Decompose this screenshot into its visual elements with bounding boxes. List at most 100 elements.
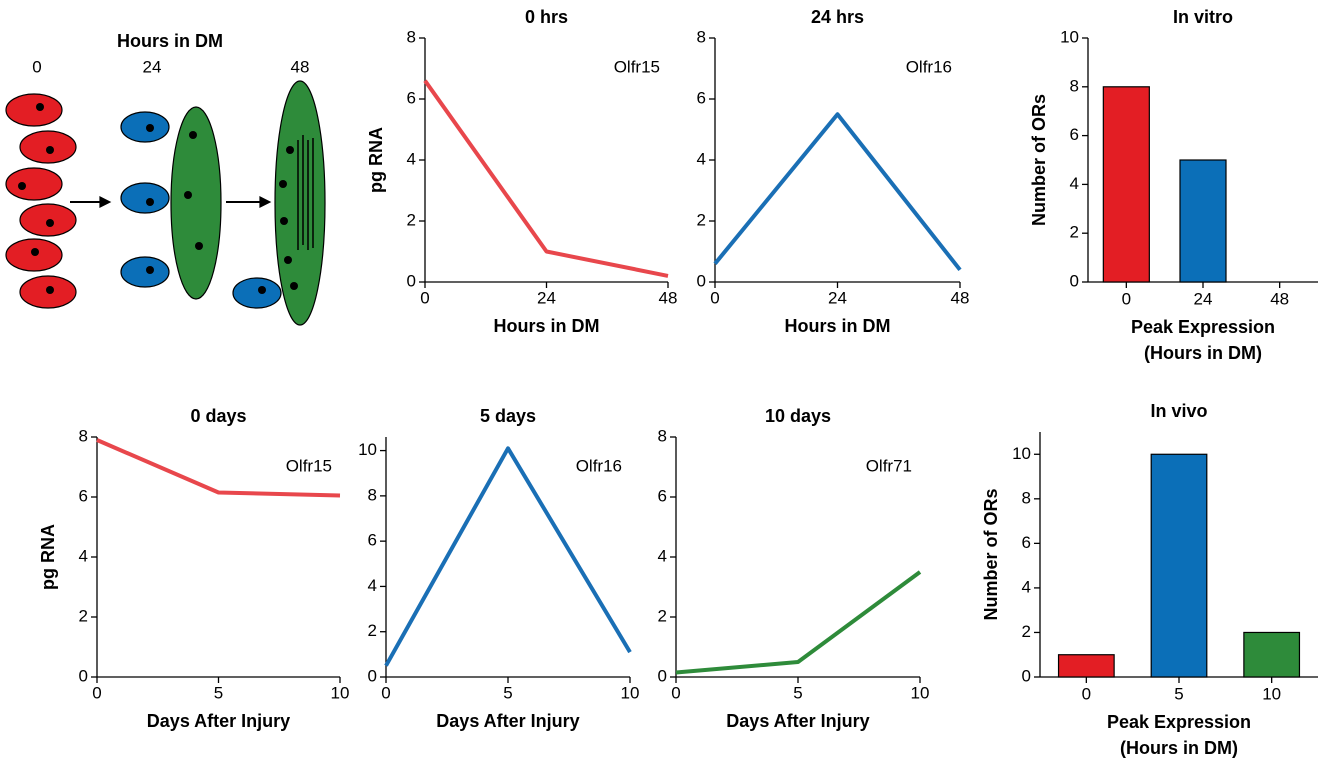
y-tick-label: 0: [1070, 271, 1079, 290]
diagram-label: 48: [291, 57, 310, 76]
data-line: [676, 572, 920, 673]
y-axis-label: pg RNA: [38, 524, 58, 590]
y-tick-label: 8: [1070, 76, 1079, 95]
x-tick-label: 0: [671, 683, 680, 702]
y-tick-label: 4: [407, 149, 416, 168]
y-tick-label: 0: [1022, 666, 1031, 685]
x-axis-label: (Hours in DM): [1144, 343, 1262, 363]
y-tick-label: 6: [1070, 125, 1079, 144]
y-tick-label: 0: [407, 271, 416, 290]
series-label: Olfr71: [866, 456, 912, 475]
y-tick-label: 2: [368, 621, 377, 640]
bar: [1244, 632, 1300, 677]
y-tick-label: 10: [358, 440, 377, 459]
diagram-title: Hours in DM: [117, 31, 223, 51]
arrow: [226, 197, 270, 207]
arrow: [70, 197, 110, 207]
y-tick-label: 8: [79, 426, 88, 445]
y-tick-label: 0: [658, 666, 667, 685]
x-tick-label: 0: [1122, 289, 1131, 308]
y-tick-label: 8: [1022, 488, 1031, 507]
y-tick-label: 0: [79, 666, 88, 685]
y-tick-label: 6: [1022, 533, 1031, 552]
y-tick-label: 2: [697, 210, 706, 229]
y-tick-label: 2: [407, 210, 416, 229]
x-tick-label: 48: [951, 288, 970, 307]
diagram-label: 0: [32, 57, 41, 76]
x-tick-label: 10: [911, 683, 930, 702]
y-tick-label: 8: [407, 27, 416, 46]
x-tick-label: 10: [621, 683, 640, 702]
x-tick-label: 24: [828, 288, 847, 307]
series-label: Olfr15: [286, 456, 332, 475]
y-tick-label: 10: [1012, 444, 1031, 463]
y-axis-label: Number of ORs: [981, 488, 1001, 620]
y-tick-label: 10: [1060, 27, 1079, 46]
x-axis-label: Peak Expression: [1131, 317, 1275, 337]
page: Hours in DM 0 24 48: [0, 0, 1340, 762]
data-line: [715, 114, 960, 270]
bar: [1059, 655, 1115, 677]
y-tick-label: 8: [658, 426, 667, 445]
x-axis-label: Days After Injury: [436, 711, 579, 731]
chart-title: In vitro: [1173, 7, 1233, 27]
x-tick-label: 0: [1082, 684, 1091, 703]
y-tick-label: 2: [79, 606, 88, 625]
y-tick-label: 6: [368, 531, 377, 550]
y-tick-label: 2: [1022, 622, 1031, 641]
series-label: Olfr16: [576, 456, 622, 475]
x-tick-label: 24: [537, 288, 556, 307]
x-axis-label: Hours in DM: [494, 316, 600, 336]
x-tick-label: 0: [420, 288, 429, 307]
figure: Hours in DM 0 24 48: [0, 0, 1340, 762]
x-tick-label: 48: [659, 288, 678, 307]
chart-title: In vivo: [1150, 401, 1207, 421]
y-tick-label: 4: [1022, 577, 1031, 596]
y-tick-label: 8: [368, 485, 377, 504]
y-tick-label: 2: [658, 606, 667, 625]
diagram-label: 24: [143, 57, 162, 76]
data-line: [386, 448, 630, 665]
bar: [1103, 87, 1149, 282]
y-tick-label: 4: [368, 576, 377, 595]
x-tick-label: 5: [793, 683, 802, 702]
y-tick-label: 6: [658, 486, 667, 505]
y-tick-label: 4: [697, 149, 706, 168]
x-axis-label: Peak Expression: [1107, 712, 1251, 732]
chart-title: 0 days: [190, 406, 246, 426]
x-tick-label: 5: [214, 683, 223, 702]
y-tick-label: 2: [1070, 223, 1079, 242]
y-tick-label: 0: [368, 666, 377, 685]
x-axis-label: Days After Injury: [726, 711, 869, 731]
x-axis-label: Hours in DM: [785, 316, 891, 336]
y-axis-label: Number of ORs: [1029, 94, 1049, 226]
data-line: [425, 81, 668, 276]
x-tick-label: 24: [1194, 289, 1213, 308]
y-tick-label: 4: [658, 546, 667, 565]
y-tick-label: 6: [79, 486, 88, 505]
x-axis-label: (Hours in DM): [1120, 738, 1238, 758]
y-tick-label: 6: [407, 88, 416, 107]
bar: [1151, 454, 1207, 677]
x-tick-label: 0: [710, 288, 719, 307]
y-tick-label: 4: [79, 546, 88, 565]
x-tick-label: 0: [381, 683, 390, 702]
diagram: Hours in DM 0 24 48: [6, 31, 325, 325]
y-tick-label: 4: [1070, 174, 1079, 193]
chart-title: 5 days: [480, 406, 536, 426]
chart-title: 24 hrs: [811, 7, 864, 27]
x-tick-label: 10: [331, 683, 350, 702]
y-tick-label: 8: [697, 27, 706, 46]
y-axis-label: pg RNA: [366, 127, 386, 193]
x-tick-label: 5: [1174, 684, 1183, 703]
chart-title: 0 hrs: [525, 7, 568, 27]
x-tick-label: 0: [92, 683, 101, 702]
chart-title: 10 days: [765, 406, 831, 426]
x-axis-label: Days After Injury: [147, 711, 290, 731]
myoblasts: [6, 94, 76, 308]
series-label: Olfr16: [906, 57, 952, 76]
x-tick-label: 5: [503, 683, 512, 702]
y-tick-label: 0: [697, 271, 706, 290]
x-tick-label: 10: [1262, 684, 1281, 703]
x-tick-label: 48: [1270, 289, 1289, 308]
